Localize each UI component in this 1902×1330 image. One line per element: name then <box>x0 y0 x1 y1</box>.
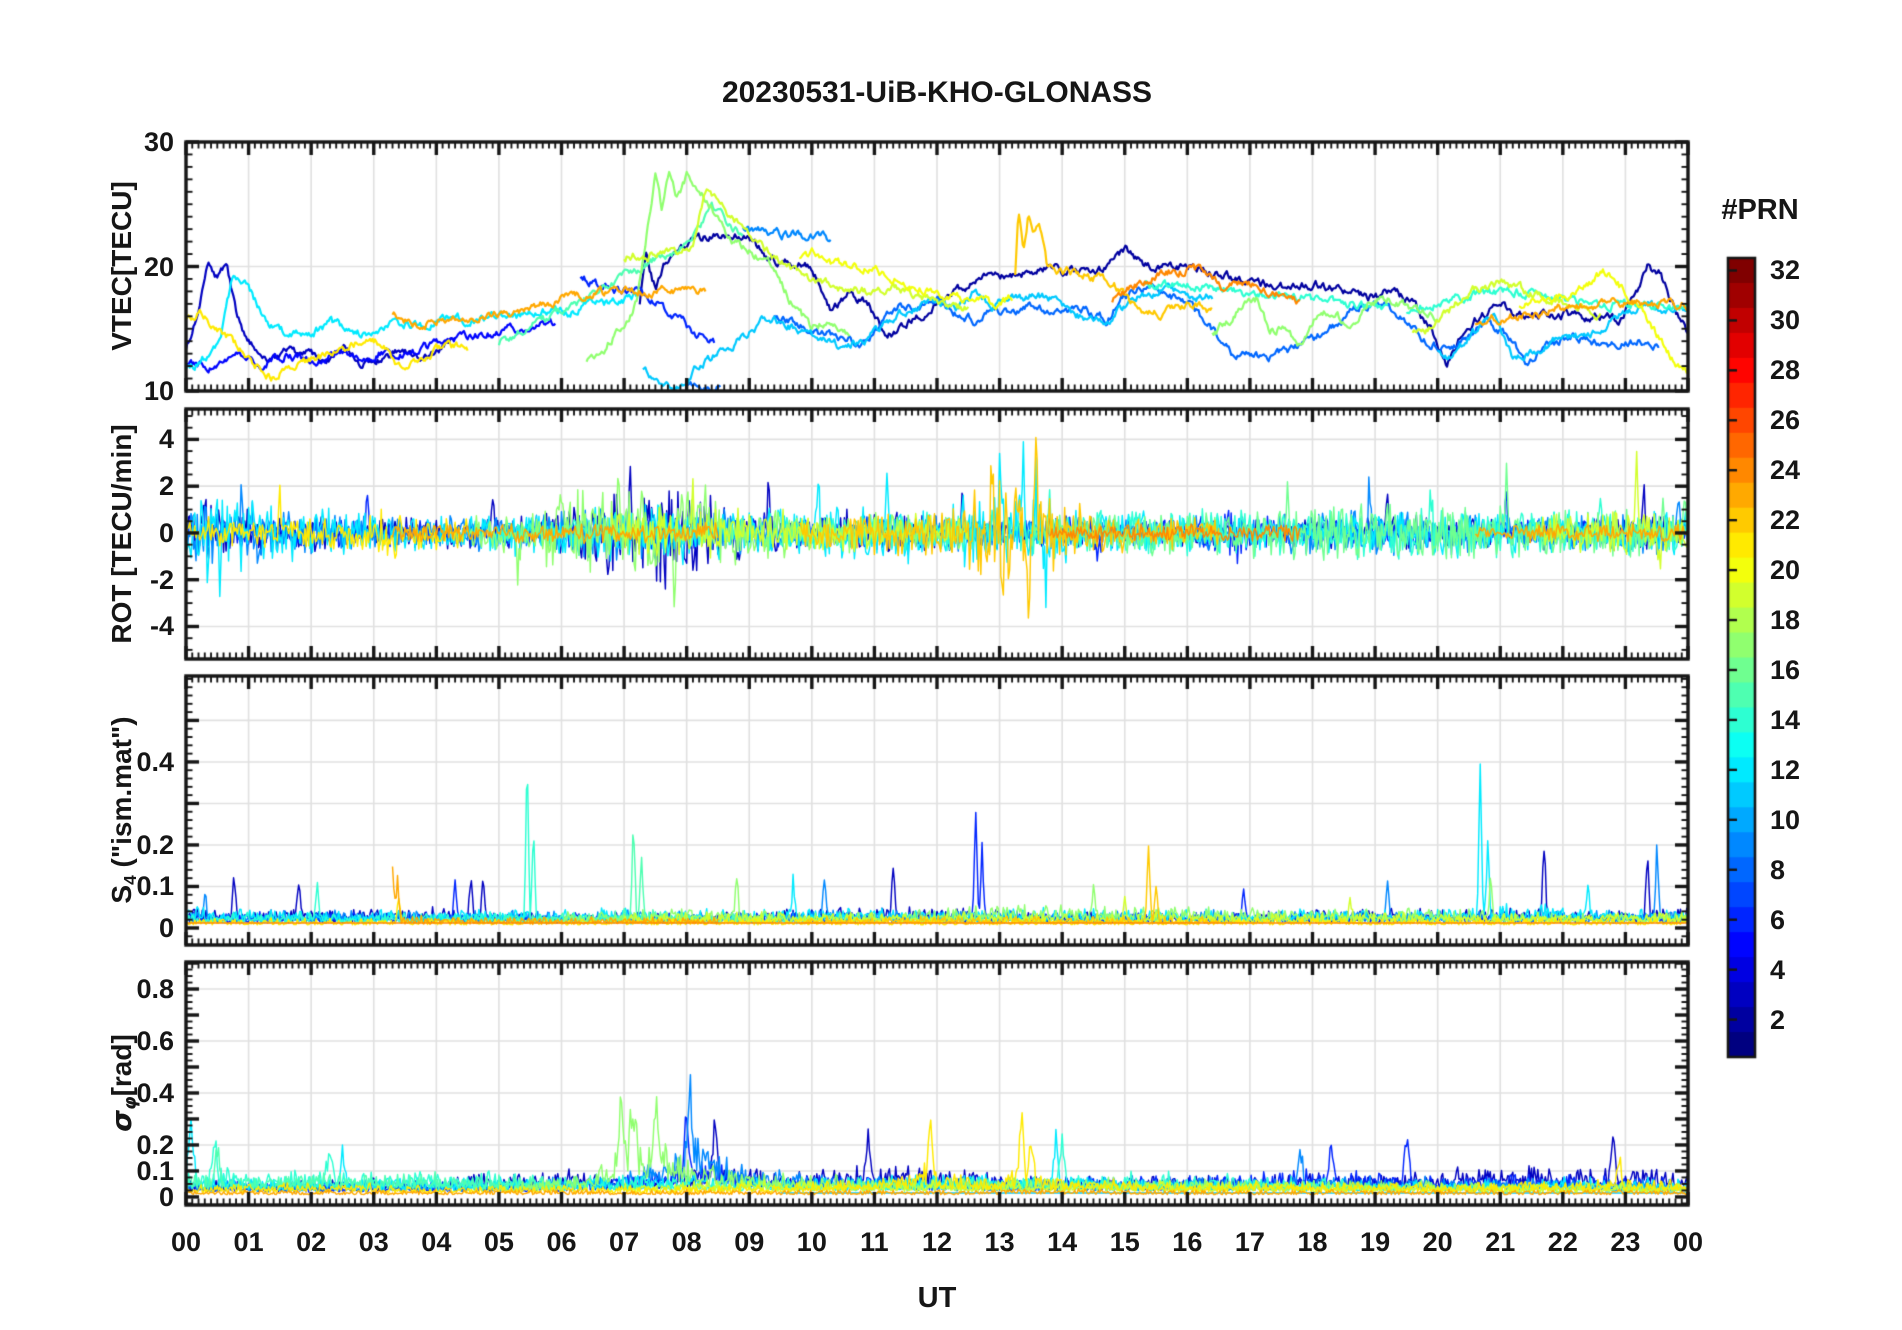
x-tick-label: 06 <box>546 1227 577 1257</box>
x-tick-label: 13 <box>984 1227 1015 1257</box>
colorbar-tick-label: 20 <box>1770 555 1801 586</box>
x-axis-label: UT <box>917 1282 957 1314</box>
y-tick-label-panel4: 0.4 <box>136 1077 174 1108</box>
x-tick-label: 02 <box>296 1227 327 1257</box>
x-tick-label: 14 <box>1047 1227 1078 1257</box>
x-tick-label: 16 <box>1172 1227 1203 1257</box>
x-tick-label: 01 <box>233 1227 264 1257</box>
y-tick-label-panel2: -2 <box>149 564 174 595</box>
figure-title: 20230531-UiB-KHO-GLONASS <box>721 76 1153 109</box>
x-tick-label: 17 <box>1234 1227 1265 1257</box>
x-tick-label: 23 <box>1610 1227 1641 1257</box>
colorbar-tick-label: 6 <box>1770 904 1786 935</box>
y-tick-label-panel2: 0 <box>158 517 174 548</box>
colorbar-tick-label: 32 <box>1770 255 1801 286</box>
x-tick-label: 18 <box>1297 1227 1328 1257</box>
x-tick-label: 10 <box>796 1227 827 1257</box>
y-tick-label-panel1: 30 <box>143 127 174 157</box>
y-tick-label-panel4: 0.6 <box>136 1026 174 1056</box>
x-tick-label: 04 <box>421 1227 452 1257</box>
y-tick-label-panel3: 0.4 <box>136 746 174 777</box>
x-tick-label: 05 <box>483 1227 514 1257</box>
y-tick-label-panel4: 0 <box>158 1181 174 1212</box>
colorbar-tick-label: 26 <box>1770 405 1801 436</box>
colorbar-tick-label: 16 <box>1770 654 1801 685</box>
y-tick-label-panel2: 2 <box>158 471 174 502</box>
y-tick-label-panel2: -4 <box>149 611 174 642</box>
colorbar-tick-label: 18 <box>1770 605 1801 636</box>
colorbar-tick-label: 28 <box>1770 355 1801 386</box>
x-tick-label: 15 <box>1109 1227 1140 1257</box>
colorbar-tick-label: 30 <box>1770 305 1801 336</box>
x-tick-label: 11 <box>860 1227 889 1257</box>
y-tick-label-panel4: 0.1 <box>136 1155 174 1186</box>
x-tick-label: 03 <box>358 1227 389 1257</box>
x-tick-label: 00 <box>1672 1227 1704 1257</box>
x-tick-label: 08 <box>671 1227 702 1257</box>
x-tick-label: 22 <box>1547 1227 1578 1257</box>
y-tick-label-panel3: 0.1 <box>136 871 174 902</box>
x-tick-label: 19 <box>1360 1227 1391 1257</box>
colorbar-title: #PRN <box>1721 194 1799 226</box>
x-tick-label: 21 <box>1485 1227 1516 1257</box>
y-tick-label-panel4: 0.8 <box>136 974 174 1005</box>
colorbar-tick-label: 4 <box>1770 954 1786 985</box>
colorbar-tick-label: 14 <box>1770 704 1801 735</box>
colorbar-tick-label: 22 <box>1770 505 1801 536</box>
x-tick-label: 07 <box>609 1227 640 1257</box>
colorbar-tick-label: 12 <box>1770 754 1801 785</box>
x-tick-label: 09 <box>734 1227 765 1257</box>
x-tick-label: 00 <box>170 1227 202 1257</box>
x-tick-label: 12 <box>921 1227 953 1257</box>
y-tick-label-panel4: 0.2 <box>136 1129 174 1160</box>
colorbar-tick-label: 10 <box>1770 804 1801 835</box>
colorbar-tick-label: 8 <box>1770 854 1786 885</box>
y-tick-label-panel1: 10 <box>143 376 174 406</box>
y-tick-label-panel1: 20 <box>143 251 174 282</box>
colorbar-tick-label: 24 <box>1770 455 1801 486</box>
y-tick-label-panel2: 4 <box>158 424 174 455</box>
x-tick-label: 20 <box>1422 1227 1453 1257</box>
colorbar-tick-label: 2 <box>1770 1004 1786 1035</box>
y-tick-label-panel3: 0.2 <box>136 829 174 860</box>
y-tick-label-panel3: 0 <box>158 912 174 943</box>
